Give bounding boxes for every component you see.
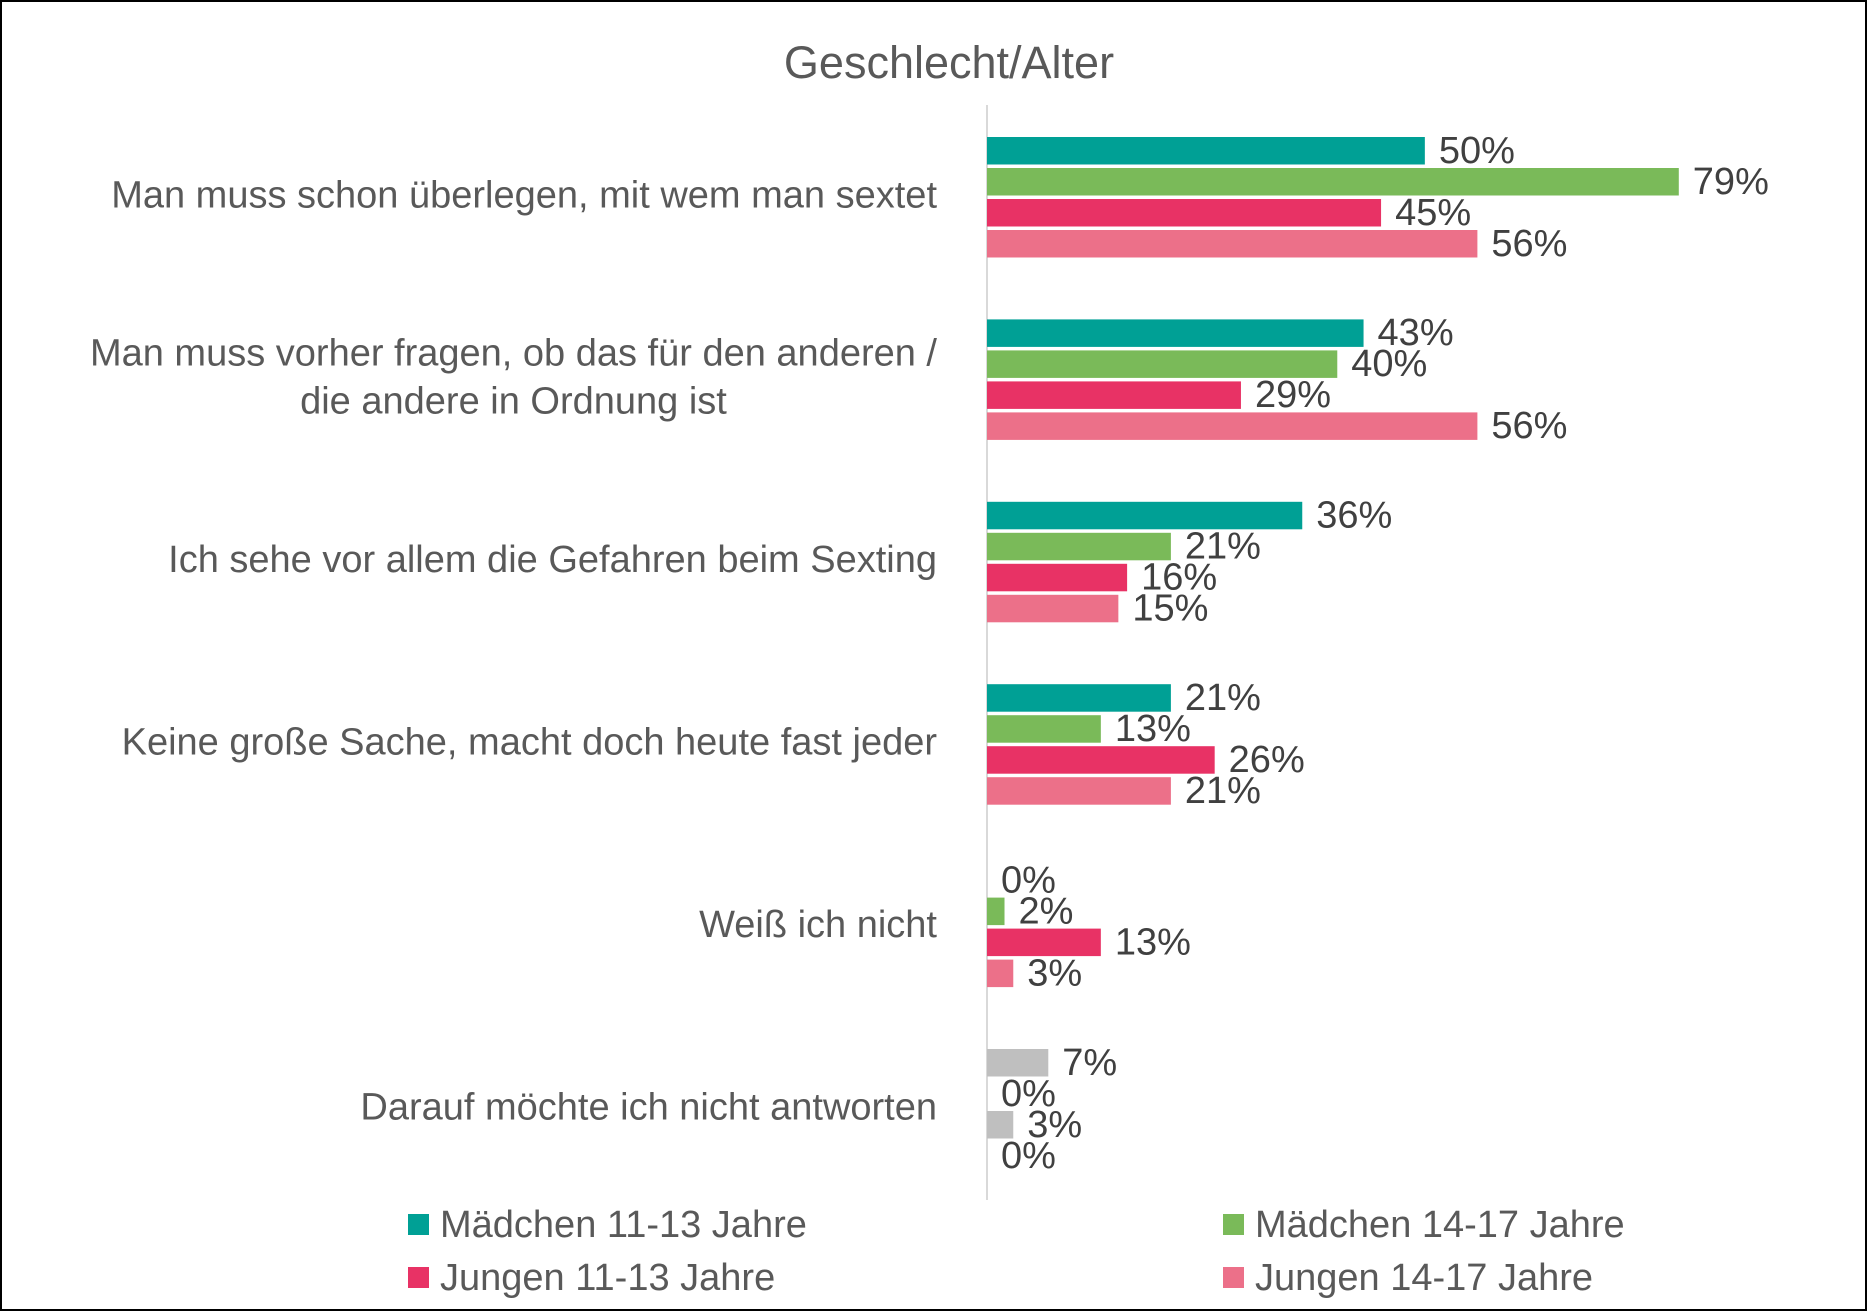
category-label: Keine große Sache, macht doch heute fast…: [122, 721, 938, 763]
bar: [987, 594, 1119, 623]
legend-label: Jungen 11-13 Jahre: [440, 1257, 775, 1299]
value-label: 21%: [1185, 526, 1261, 568]
legend-swatch: [1223, 1214, 1244, 1235]
value-label: 50%: [1439, 130, 1515, 172]
category-label: Darauf möchte ich nicht antworten: [360, 1086, 937, 1128]
value-label: 40%: [1351, 343, 1427, 385]
value-label: 13%: [1115, 921, 1191, 963]
bar: [987, 501, 1303, 530]
bar: [987, 381, 1241, 409]
value-label: 7%: [1062, 1042, 1117, 1084]
value-label: 15%: [1132, 588, 1208, 630]
value-label: 16%: [1141, 557, 1217, 599]
value-label: 26%: [1229, 739, 1305, 781]
bar: [987, 563, 1128, 592]
category-label: Weiß ich nicht: [699, 904, 937, 946]
bar: [987, 137, 1425, 165]
bar: [987, 319, 1364, 347]
value-label: 56%: [1491, 405, 1567, 447]
value-label: 29%: [1255, 374, 1331, 416]
legend-swatch: [1223, 1267, 1244, 1288]
bar: [987, 412, 1478, 440]
value-label: 3%: [1027, 952, 1082, 994]
category-text: Darauf möchte ich nicht antworten: [360, 1086, 937, 1128]
legend-swatch: [408, 1267, 429, 1288]
value-label: 0%: [1001, 859, 1056, 901]
bar: [987, 199, 1382, 227]
category-text: Ich sehe vor allem die Gefahren beim Sex…: [168, 539, 937, 581]
value-label: 36%: [1316, 495, 1392, 537]
category-label: Man muss vorher fragen, ob das für den a…: [90, 333, 937, 423]
bar: [987, 230, 1478, 258]
value-label: 43%: [1378, 312, 1454, 354]
value-label: 79%: [1693, 161, 1769, 203]
value-label: 0%: [1001, 1073, 1056, 1115]
value-label: 45%: [1395, 192, 1471, 234]
value-label: 13%: [1115, 708, 1191, 750]
bar: [987, 1049, 1049, 1077]
bar: [987, 168, 1679, 196]
bar: [987, 350, 1338, 378]
legend-swatch: [408, 1214, 429, 1235]
bar: [987, 959, 1014, 988]
bar: [987, 746, 1215, 774]
chart-title: Geschlecht/Alter: [784, 37, 1114, 88]
legend-label: Jungen 14-17 Jahre: [1255, 1257, 1593, 1299]
value-label: 56%: [1491, 223, 1567, 265]
value-label: 2%: [1019, 890, 1074, 932]
bar: [987, 928, 1101, 957]
category-text: Weiß ich nicht: [699, 904, 937, 946]
bar: [987, 684, 1171, 712]
bar: [987, 715, 1101, 743]
legend-label: Mädchen 11-13 Jahre: [440, 1204, 807, 1246]
value-label: 3%: [1027, 1104, 1082, 1146]
value-label: 21%: [1185, 677, 1261, 719]
category-label: Ich sehe vor allem die Gefahren beim Sex…: [168, 539, 937, 581]
value-label: 21%: [1185, 770, 1261, 812]
value-label: 0%: [1001, 1135, 1056, 1177]
category-text: Man muss vorher fragen, ob das für den a…: [90, 333, 937, 423]
bar: [987, 777, 1171, 805]
bar: [987, 1111, 1014, 1139]
legend-label: Mädchen 14-17 Jahre: [1255, 1204, 1625, 1246]
category-label: Man muss schon überlegen, mit wem man se…: [111, 174, 937, 216]
bar: [987, 532, 1171, 561]
bar: [987, 897, 1005, 926]
category-text: Man muss schon überlegen, mit wem man se…: [111, 174, 937, 216]
category-text: Keine große Sache, macht doch heute fast…: [122, 721, 938, 763]
